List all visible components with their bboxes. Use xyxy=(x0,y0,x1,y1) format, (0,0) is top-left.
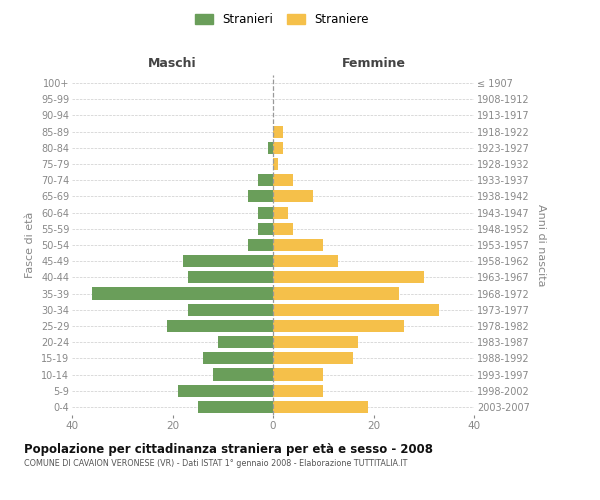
Bar xyxy=(182,255,273,268)
Bar xyxy=(273,304,439,316)
Bar xyxy=(273,336,358,348)
Y-axis label: Anni di nascita: Anni di nascita xyxy=(536,204,547,286)
Bar xyxy=(273,142,283,154)
Text: Popolazione per cittadinanza straniera per età e sesso - 2008: Popolazione per cittadinanza straniera p… xyxy=(24,442,433,456)
Bar xyxy=(273,239,323,251)
Y-axis label: Fasce di età: Fasce di età xyxy=(25,212,35,278)
Bar xyxy=(212,368,273,380)
Text: COMUNE DI CAVAION VERONESE (VR) - Dati ISTAT 1° gennaio 2008 - Elaborazione TUTT: COMUNE DI CAVAION VERONESE (VR) - Dati I… xyxy=(24,459,407,468)
Bar xyxy=(248,190,273,202)
Bar xyxy=(273,126,283,138)
Bar xyxy=(273,174,293,186)
Bar xyxy=(273,158,278,170)
Bar xyxy=(92,288,273,300)
Bar xyxy=(273,384,323,397)
Bar xyxy=(188,304,273,316)
Bar xyxy=(167,320,273,332)
Bar xyxy=(178,384,273,397)
Bar xyxy=(273,206,288,218)
Bar xyxy=(273,272,424,283)
Bar xyxy=(273,255,338,268)
Bar xyxy=(258,206,273,218)
Bar xyxy=(218,336,273,348)
Bar xyxy=(273,401,368,413)
Bar xyxy=(273,288,398,300)
Bar xyxy=(273,222,293,235)
Bar xyxy=(258,222,273,235)
Bar xyxy=(273,352,353,364)
Bar xyxy=(268,142,273,154)
Legend: Stranieri, Straniere: Stranieri, Straniere xyxy=(190,8,374,31)
Bar xyxy=(248,239,273,251)
Bar xyxy=(273,190,313,202)
Bar xyxy=(273,320,404,332)
Bar xyxy=(273,368,323,380)
Text: Maschi: Maschi xyxy=(148,57,197,70)
Text: Femmine: Femmine xyxy=(341,57,406,70)
Bar xyxy=(197,401,273,413)
Bar xyxy=(188,272,273,283)
Bar xyxy=(203,352,273,364)
Bar xyxy=(258,174,273,186)
